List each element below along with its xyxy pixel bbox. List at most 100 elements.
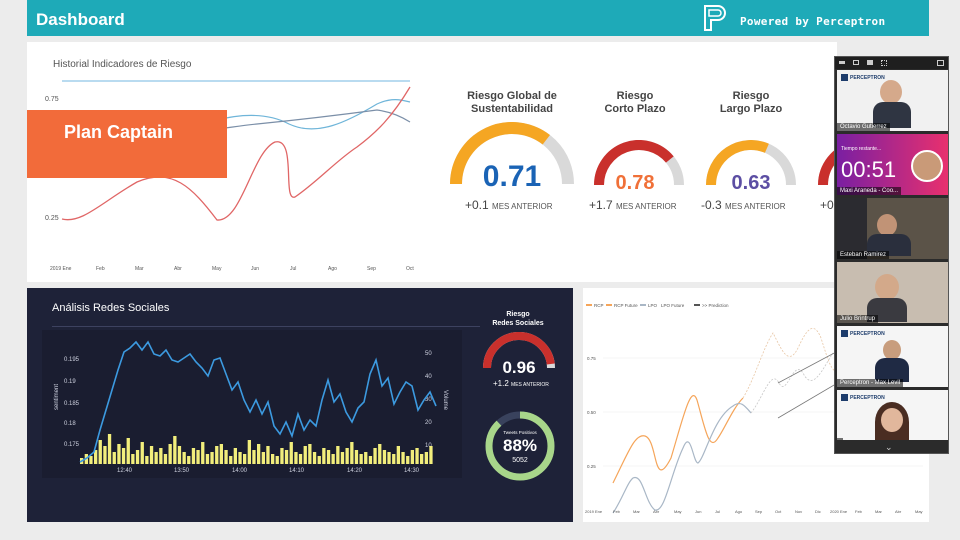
speaker-view-icon[interactable]: [853, 60, 859, 65]
volume-bar: [233, 448, 237, 464]
perceptron-small-logo-icon: PERCEPTRON: [841, 330, 885, 337]
participant-name: Esteban Ramirez: [837, 251, 890, 259]
sentiment-line: [79, 340, 437, 463]
volume-bar: [326, 450, 331, 464]
future-x-tick: May: [915, 509, 923, 514]
volume-bar: [247, 440, 251, 464]
video-toolbar: [835, 57, 948, 69]
social-x-tick: 14:00: [232, 468, 248, 474]
legend-swatch: [694, 304, 700, 306]
gauge-global: [450, 122, 574, 184]
volume-bar: [289, 442, 293, 464]
participant-tile[interactable]: PERCEPTRON Perceptron - Max Levil: [837, 326, 948, 387]
social-y-left-tick: 0.195: [64, 357, 80, 363]
participant-tile[interactable]: PERCEPTRON: [837, 390, 948, 440]
volume-bar: [98, 440, 102, 464]
legend-item: LPO: [648, 303, 658, 308]
participant-tile[interactable]: PERCEPTRON Octavio Gutierrez: [837, 70, 948, 131]
volume-bar: [107, 434, 112, 464]
pop-out-icon[interactable]: [937, 60, 944, 66]
history-chart-title: Historial Indicadores de Riesgo: [53, 59, 192, 70]
future-x-tick: Mar: [633, 509, 641, 514]
history-x-tick: Sep: [367, 266, 376, 272]
social-x-tick: 13:50: [174, 468, 190, 474]
future-x-tick: Jun: [695, 509, 701, 514]
powered-by-label: Powered by Perceptron: [740, 15, 886, 28]
participant-body: [867, 234, 911, 256]
perceptron-small-logo-icon: PERCEPTRON: [841, 74, 885, 81]
volume-bar: [294, 452, 298, 464]
volume-bar: [387, 452, 391, 464]
gauge-fill: [706, 140, 769, 185]
volume-bar: [298, 454, 303, 464]
participant-name: Perceptron - Max Levil: [837, 379, 904, 387]
volume-bar: [275, 456, 279, 464]
gauge-partial-delta: +0: [820, 198, 834, 212]
gauge-short-term: [594, 140, 684, 185]
social-risk-delta: +1.2 MES ANTERIOR: [493, 379, 549, 388]
volume-bar: [229, 456, 233, 464]
gauge-short-term-title: Riesgo Corto Plazo: [604, 90, 666, 115]
volume-bar: [266, 446, 270, 464]
participant-face: [877, 214, 897, 236]
volume-bar: [396, 446, 400, 464]
volume-bar: [368, 456, 373, 464]
video-call-panel[interactable]: PERCEPTRON Octavio Gutierrez Tiempo rest…: [834, 56, 949, 454]
volume-bar: [135, 450, 140, 464]
minimize-icon[interactable]: [839, 61, 845, 64]
future-chart: RCP RCP Future LPO LPO Future >> Predict…: [585, 303, 923, 514]
legend-item: >> Prediction: [702, 303, 729, 308]
future-y-tick: 0.50: [587, 410, 596, 415]
volume-bar: [205, 454, 210, 464]
participant-tile[interactable]: Esteban Ramirez: [837, 198, 948, 259]
rcp-line: [612, 395, 744, 484]
participant-tile[interactable]: Julio Brintrup: [837, 262, 948, 323]
participant-name: Maxi Araneda - Coo...: [837, 187, 902, 195]
page-title: Dashboard: [36, 10, 125, 29]
perceptron-logo-icon: [704, 5, 726, 31]
future-x-tick: 2020 Ene: [830, 509, 848, 514]
social-x-tick: 14:30: [404, 468, 420, 474]
volume-bar: [159, 448, 163, 464]
volume-bar: [308, 444, 312, 464]
participant-name: [837, 438, 843, 440]
social-x-tick: 12:40: [117, 468, 133, 474]
social-y-right-tick: 40: [425, 374, 432, 380]
future-x-tick: May: [674, 509, 682, 514]
lpo-future-line: [750, 352, 834, 414]
history-x-tick: Mar: [135, 266, 144, 272]
donut-label: Tweets Positivos: [503, 430, 537, 435]
participant-tile[interactable]: Tiempo restante... 00:51 Maxi Araneda - …: [837, 134, 948, 195]
future-x-tick: Oct: [775, 509, 782, 514]
gauge-fill: [483, 332, 555, 368]
history-y-tick: 0.75: [45, 96, 59, 103]
volume-bar: [187, 456, 191, 464]
participant-body: [875, 358, 909, 382]
history-x-tick: Feb: [96, 266, 105, 272]
volume-bar: [215, 446, 219, 464]
social-y-left-tick: 0.175: [64, 442, 80, 448]
volume-bar: [322, 448, 326, 464]
volume-bar: [350, 442, 354, 464]
volume-bar: [224, 450, 228, 464]
history-x-tick: Jun: [251, 266, 259, 272]
volume-bar: [219, 444, 223, 464]
future-x-tick: Feb: [855, 509, 863, 514]
volume-bar: [145, 456, 149, 464]
grid-view-icon[interactable]: [881, 60, 887, 66]
participant-face: [883, 340, 901, 360]
future-y-tick: 0.75: [587, 356, 596, 361]
future-x-tick: Nov: [795, 509, 802, 514]
chevron-down-icon[interactable]: ⌄: [885, 442, 893, 452]
volume-bar: [317, 456, 321, 464]
volume-bar: [201, 442, 205, 464]
history-y-tick: 0.25: [45, 215, 59, 222]
volume-bar: [168, 444, 172, 464]
gauge-global-value: 0.71: [482, 160, 542, 193]
history-x-tick: May: [212, 266, 222, 272]
social-y-right-label: Volume: [442, 390, 448, 411]
gallery-view-icon[interactable]: [867, 60, 873, 65]
social-risk-title: Riesgo Redes Sociales: [492, 311, 544, 327]
gauge-long-term-title: Riesgo Largo Plazo: [719, 90, 783, 115]
future-y-tick: 0.25: [587, 464, 596, 469]
